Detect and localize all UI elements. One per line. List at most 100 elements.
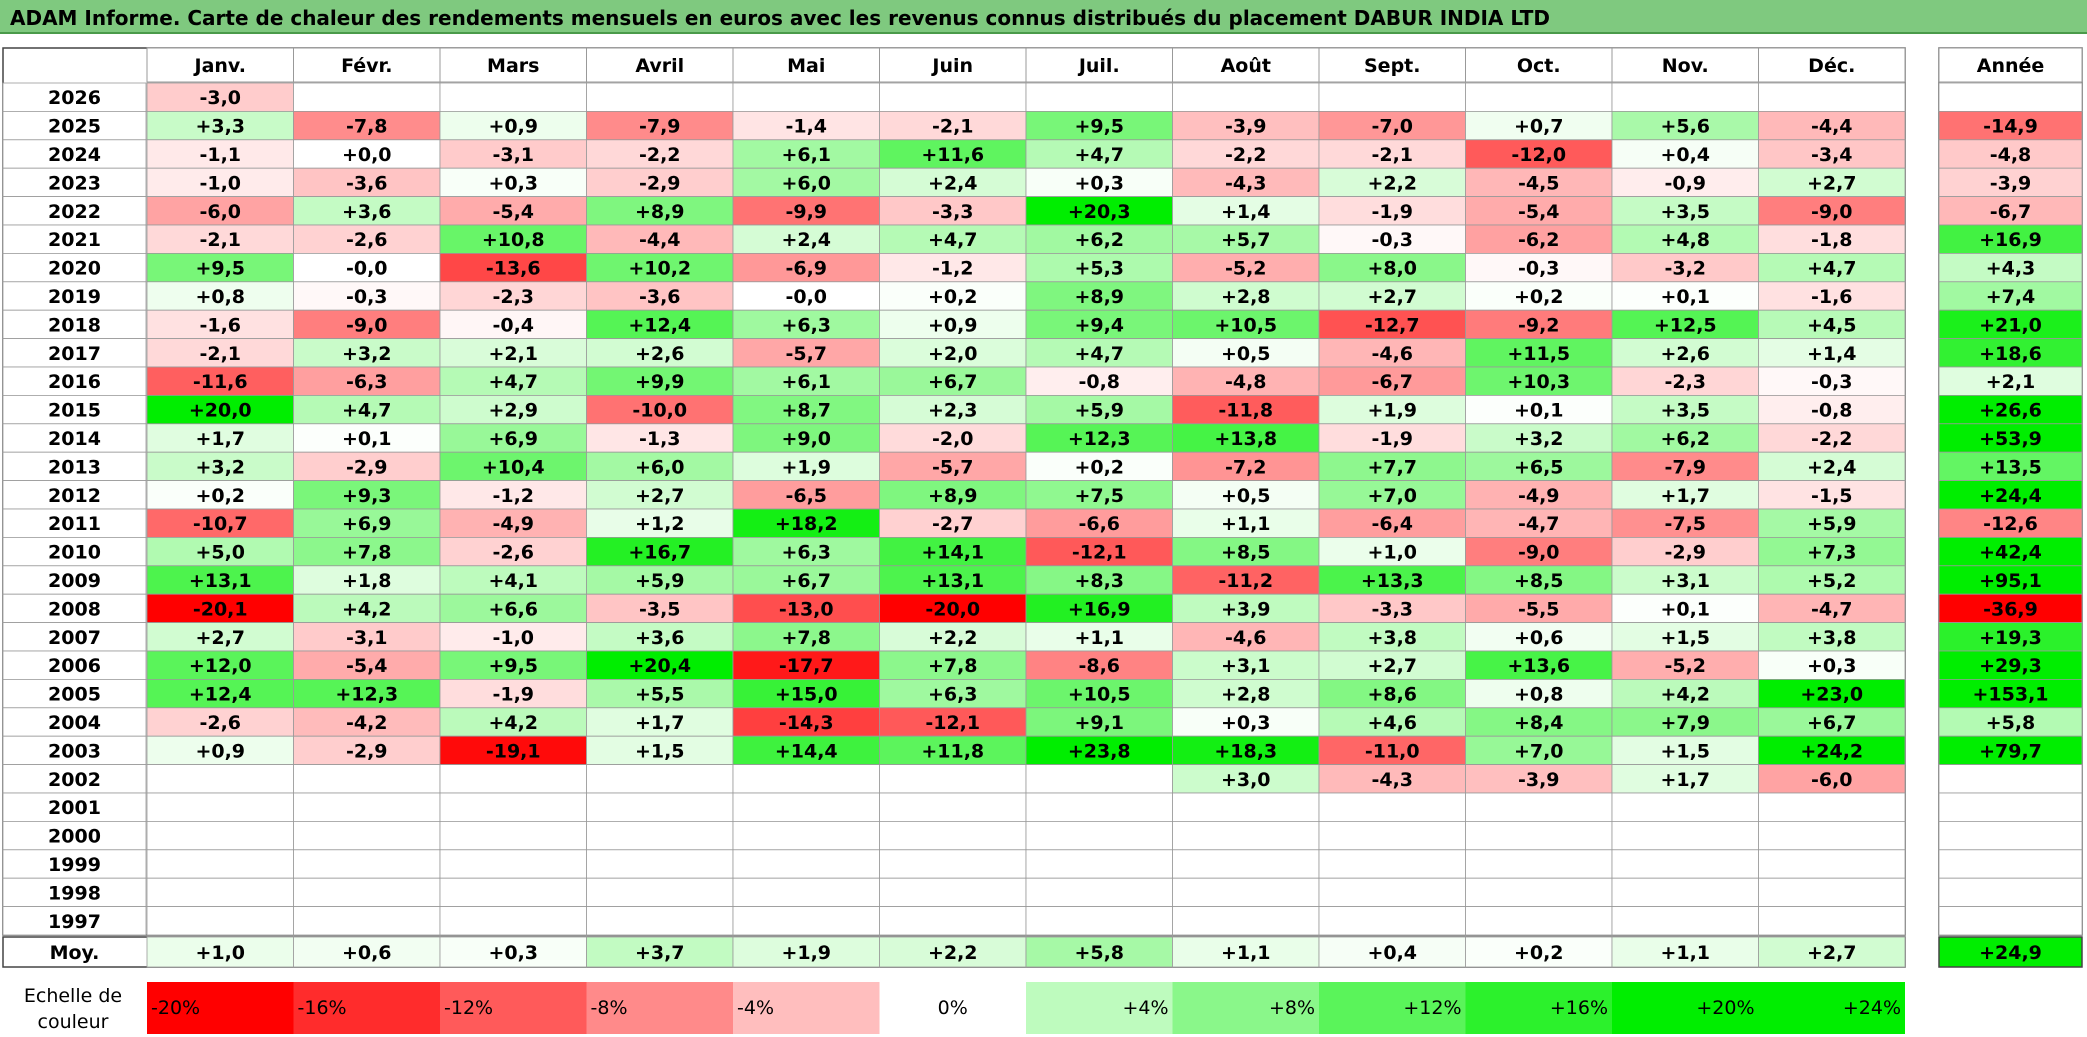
cell-value: +12,4 xyxy=(628,314,691,336)
average-value: +0,2 xyxy=(1514,942,1564,964)
cell-value: +5,2 xyxy=(1807,570,1857,592)
cell-value: +0,1 xyxy=(1660,286,1710,308)
heatmap-cell xyxy=(1025,281,1173,311)
scale-swatch xyxy=(1026,982,1173,1034)
cell-value: +10,2 xyxy=(628,258,691,280)
cell-value: +0,3 xyxy=(1074,172,1124,194)
cell-value: +13,3 xyxy=(1361,570,1424,592)
year-cell xyxy=(2,849,147,879)
cell-value: +5,9 xyxy=(1807,513,1857,535)
heatmap-cell xyxy=(1611,111,1759,141)
heatmap-cell xyxy=(146,309,294,340)
year-label: 2002 xyxy=(48,769,101,791)
year-label: 2003 xyxy=(48,740,101,762)
cell-value: +0,6 xyxy=(1514,627,1564,649)
scale-value: +12% xyxy=(1403,997,1461,1019)
year-label: 2018 xyxy=(48,314,101,336)
heatmap-cell xyxy=(1465,111,1613,141)
cell-value: +0,2 xyxy=(195,485,245,507)
heatmap-cell xyxy=(879,679,1027,709)
heatmap-cell xyxy=(1025,451,1173,482)
annual-cell xyxy=(1938,281,2083,311)
heatmap-cell xyxy=(439,394,587,425)
heatmap-cell xyxy=(586,593,734,624)
average-value: +1,1 xyxy=(1660,942,1710,964)
cell-value: +1,1 xyxy=(1221,513,1271,535)
heatmap-cell xyxy=(1025,111,1173,141)
cell-value: +23,0 xyxy=(1800,684,1863,706)
cell-value: +0,9 xyxy=(488,116,538,138)
heatmap-cell xyxy=(879,821,1027,851)
column-header-cell xyxy=(1758,47,1906,83)
heatmap-cell xyxy=(439,906,587,936)
year-cell xyxy=(2,451,147,482)
heatmap-cell xyxy=(586,366,734,396)
column-header-cell xyxy=(586,47,734,83)
annual-value: +21,0 xyxy=(1979,314,2042,336)
year-label: 1998 xyxy=(48,882,101,904)
cell-value: +2,0 xyxy=(928,343,978,365)
cell-value: +1,7 xyxy=(1660,485,1710,507)
cell-value: -3,0 xyxy=(199,87,241,109)
cell-value: +0,2 xyxy=(1074,456,1124,478)
cell-value: -10,7 xyxy=(193,513,248,535)
heatmap-cell xyxy=(1758,537,1906,567)
cell-value: -6,4 xyxy=(1371,513,1413,535)
heatmap-cell xyxy=(439,537,587,567)
cell-value: -0,3 xyxy=(1371,229,1413,251)
heatmap-cell xyxy=(1611,82,1759,112)
column-header-cell xyxy=(1172,47,1320,83)
cell-value: +1,9 xyxy=(1367,400,1417,422)
scale-swatch xyxy=(1612,982,1759,1034)
year-label: 2006 xyxy=(48,655,101,677)
cell-value: -3,5 xyxy=(639,598,681,620)
cell-value: +12,3 xyxy=(1068,428,1131,450)
year-cell xyxy=(2,792,147,822)
heatmap-cell xyxy=(1172,281,1320,311)
heatmap-cell xyxy=(1758,111,1906,141)
cell-value: +10,3 xyxy=(1507,371,1570,393)
heatmap-cell xyxy=(1758,281,1906,311)
cell-value: -4,9 xyxy=(1518,485,1560,507)
cell-value: -0,3 xyxy=(1518,258,1560,280)
heatmap-cell xyxy=(293,167,441,197)
annual-value: +95,1 xyxy=(1979,570,2042,592)
heatmap-cell xyxy=(1465,792,1613,822)
heatmap-cell xyxy=(1758,451,1906,482)
heatmap-cell xyxy=(879,423,1027,453)
year-cell xyxy=(2,252,147,283)
cell-value: -4,9 xyxy=(492,513,534,535)
heatmap-cell xyxy=(439,224,587,254)
cell-value: +18,2 xyxy=(775,513,838,535)
annual-value: +24,4 xyxy=(1979,485,2042,507)
cell-value: -13,0 xyxy=(779,598,834,620)
heatmap-cell xyxy=(1318,196,1466,226)
cell-value: +5,3 xyxy=(1074,258,1124,280)
cell-value: +5,6 xyxy=(1660,116,1710,138)
cell-value: +12,5 xyxy=(1654,314,1717,336)
cell-value: +3,5 xyxy=(1660,201,1710,223)
cell-value: +1,9 xyxy=(781,456,831,478)
cell-value: +0,3 xyxy=(1221,712,1271,734)
annual-value: -4,8 xyxy=(1990,144,2032,166)
heatmap-cell xyxy=(1318,394,1466,425)
heatmap-cell xyxy=(879,196,1027,226)
cell-value: +2,4 xyxy=(781,229,831,251)
cell-value: +9,5 xyxy=(195,258,245,280)
heatmap-cell xyxy=(1172,338,1320,368)
scale-value: +4% xyxy=(1122,997,1168,1019)
heatmap-cell xyxy=(1318,821,1466,851)
cell-value: +13,8 xyxy=(1214,428,1277,450)
heatmap-cell xyxy=(1172,906,1320,936)
chart-title: ADAM Informe. Carte de chaleur des rende… xyxy=(10,6,1551,30)
year-label: 2015 xyxy=(48,400,101,422)
annual-column-header: Année xyxy=(1977,55,2045,77)
cell-value: -1,6 xyxy=(1811,286,1853,308)
scale-label-line2: couleur xyxy=(38,1011,109,1033)
cell-value: +4,2 xyxy=(488,712,538,734)
cell-value: +2,7 xyxy=(635,485,685,507)
scale-value: -16% xyxy=(298,997,347,1019)
cell-value: -4,7 xyxy=(1518,513,1560,535)
cell-value: -0,3 xyxy=(1811,371,1853,393)
cell-value: +0,2 xyxy=(1514,286,1564,308)
